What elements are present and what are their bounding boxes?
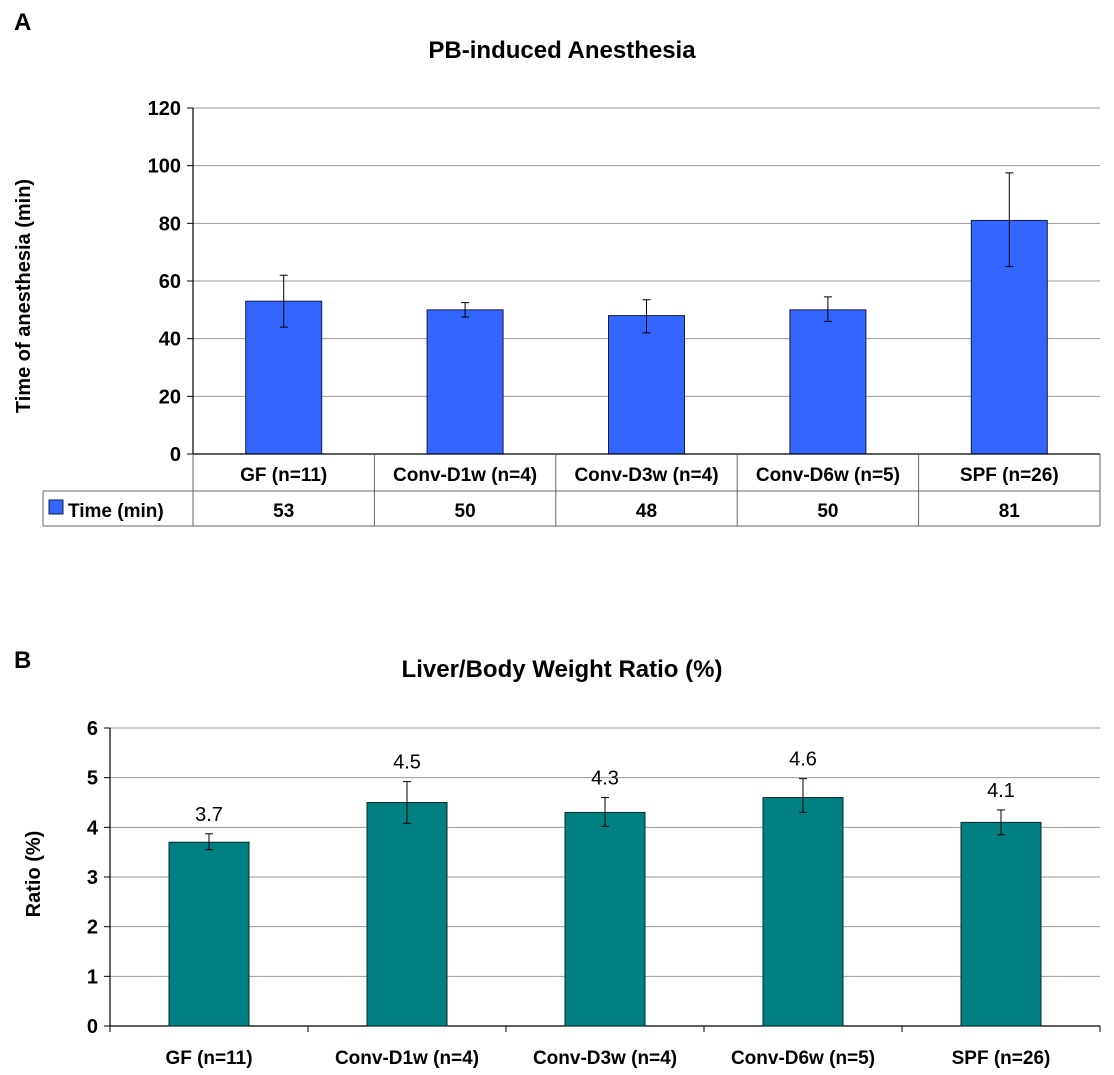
- bar: [564, 811, 646, 1027]
- y-tick-label: 120: [148, 98, 181, 120]
- y-tick-label: 60: [159, 271, 181, 293]
- chart-a-title: PB-induced Anesthesia: [428, 37, 696, 64]
- y-tick-label: 40: [159, 329, 181, 351]
- data-label: 4.6: [789, 749, 817, 771]
- y-tick-label: 4: [87, 817, 99, 839]
- bar: [366, 802, 448, 1027]
- x-category-label: GF (n=11): [240, 465, 327, 486]
- y-tick-label: 5: [87, 768, 98, 790]
- y-tick-label: 0: [87, 1016, 98, 1038]
- x-category-label: Conv-D1w (n=4): [335, 1048, 479, 1069]
- legend-label: Time (min): [68, 501, 164, 522]
- y-tick-label: 2: [87, 917, 98, 939]
- x-category-label: Conv-D1w (n=4): [393, 465, 537, 486]
- x-category-label: Conv-D3w (n=4): [533, 1048, 677, 1069]
- table-value-cell: 81: [999, 501, 1021, 522]
- bar: [426, 309, 504, 455]
- y-tick-label: 20: [159, 386, 181, 408]
- x-category-label: Conv-D6w (n=5): [731, 1048, 875, 1069]
- x-category-label: Conv-D6w (n=5): [756, 465, 900, 486]
- bar: [168, 841, 250, 1027]
- bar: [960, 821, 1042, 1027]
- data-label: 3.7: [195, 804, 223, 826]
- panel-b-label: B: [14, 647, 31, 674]
- y-tick-label: 80: [159, 213, 181, 235]
- data-label: 4.5: [393, 752, 421, 774]
- y-tick-label: 3: [87, 867, 98, 889]
- x-category-label: SPF (n=26): [960, 465, 1059, 486]
- legend-swatch: [48, 499, 64, 515]
- chart-b-ylabel: Ratio (%): [23, 831, 45, 918]
- bar: [608, 315, 685, 455]
- table-value-cell: 53: [273, 501, 294, 522]
- data-label: 4.3: [591, 768, 619, 790]
- data-label: 4.1: [987, 780, 1015, 802]
- table-value-cell: 50: [817, 501, 838, 522]
- y-tick-label: 6: [87, 718, 98, 740]
- y-tick-label: 100: [148, 156, 181, 178]
- x-category-label: GF (n=11): [165, 1048, 252, 1069]
- chart-a-ylabel: Time of anesthesia (min): [13, 179, 35, 413]
- panel-a-label: A: [14, 9, 31, 36]
- y-tick-label: 0: [170, 444, 181, 466]
- x-category-label: SPF (n=26): [952, 1048, 1051, 1069]
- chart-b-title: Liver/Body Weight Ratio (%): [402, 656, 723, 683]
- bar: [789, 309, 867, 455]
- chart-b-plot: 0 1 2 3 4 5 6 3.7 GF (n=11) 4.5 Conv-D1w (n=4) 4.3 C…: [87, 718, 1101, 1069]
- y-tick-label: 1: [87, 966, 98, 988]
- x-category-label: Conv-D3w (n=4): [574, 465, 718, 486]
- table-value-cell: 50: [455, 501, 476, 522]
- bar: [762, 797, 844, 1027]
- table-value-cell: 48: [636, 501, 657, 522]
- chart-a-plot: 0 20 40 60 80 100 120 GF (n=11) 53 Conv-D1w (n=4)…: [42, 98, 1101, 527]
